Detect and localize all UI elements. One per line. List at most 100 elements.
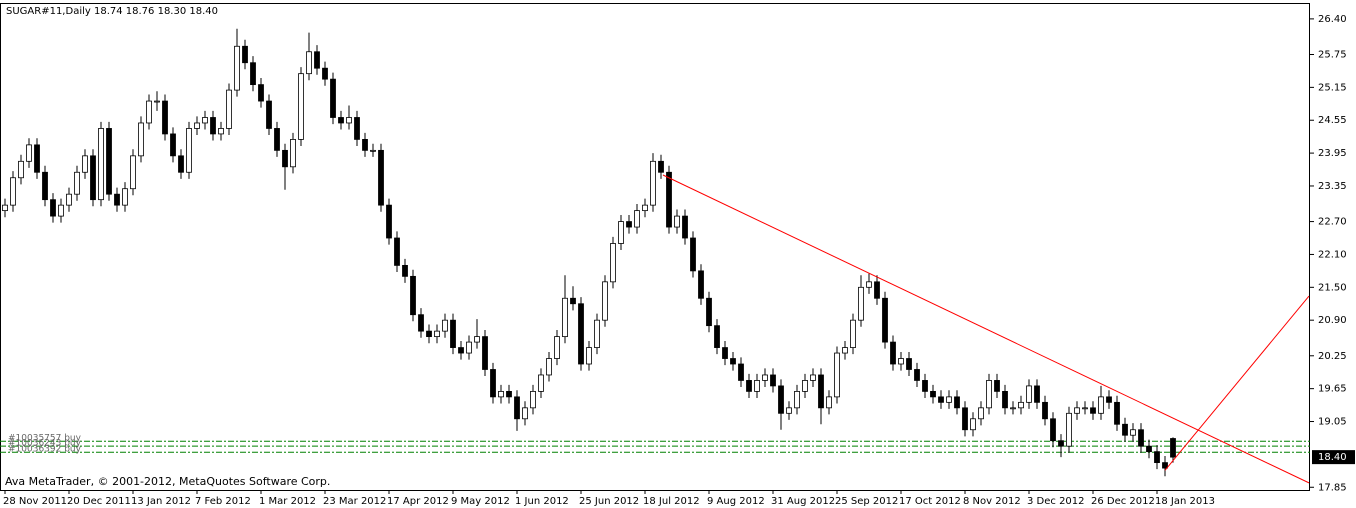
candle-body [90, 155, 96, 201]
candle-body [738, 363, 744, 381]
candle-body [754, 380, 760, 392]
candle-body [682, 215, 688, 239]
candle-body [1010, 407, 1016, 410]
candle-body [538, 374, 544, 392]
candle-body [282, 149, 288, 168]
candle-body [834, 352, 840, 398]
candle-body [130, 155, 136, 190]
x-tick-label: 1 Jun 2012 [515, 496, 569, 507]
candle-body [378, 149, 384, 206]
candle-body [234, 45, 240, 91]
candle-body [906, 358, 912, 370]
x-tick-label: 13 Jan 2012 [131, 496, 191, 507]
candle-body [634, 210, 640, 228]
candle-body [706, 297, 712, 327]
candle-body [442, 319, 448, 332]
candle-body [914, 369, 920, 381]
candle-body [146, 100, 152, 124]
candle-body [402, 264, 408, 277]
candle-body [506, 390, 512, 398]
candle-body [26, 144, 32, 162]
candle-body [330, 78, 336, 118]
candle-body [762, 374, 768, 381]
trendline [662, 174, 1310, 484]
x-tick-label: 3 Dec 2012 [1027, 496, 1085, 507]
candle-body [386, 204, 392, 239]
x-tick-label: 7 Feb 2012 [195, 496, 251, 507]
order-label: #10036243 buy [8, 439, 82, 449]
candle-body [626, 221, 632, 228]
candle-body [458, 347, 464, 354]
candle-body [290, 139, 296, 168]
candle-body [850, 319, 856, 348]
candle-body [490, 369, 496, 398]
candle-body [314, 51, 320, 69]
candle-body [1018, 401, 1024, 409]
x-tick-label: 26 Dec 2012 [1091, 496, 1155, 507]
candle-body [938, 396, 944, 403]
candle-body [786, 407, 792, 414]
candle-body [362, 139, 368, 151]
candle-body [1130, 429, 1136, 436]
candle-body [106, 128, 112, 195]
candle-body [34, 144, 40, 173]
candle-body [650, 160, 656, 206]
candle-body [418, 314, 424, 332]
candle-body [154, 100, 160, 103]
candle-body [546, 358, 552, 376]
x-tick-label: 18 Jul 2012 [643, 496, 700, 507]
candle-body [1146, 445, 1152, 453]
candle-body [58, 204, 64, 217]
candle-body [818, 374, 824, 409]
candle-body [922, 380, 928, 392]
candle-body [74, 171, 80, 195]
candle-body [810, 374, 816, 381]
candle-body [1138, 429, 1144, 447]
candle-body [434, 330, 440, 338]
candle-body [554, 336, 560, 359]
candle-body [698, 270, 704, 299]
candle-body [730, 358, 736, 365]
candle-body [426, 330, 432, 338]
candle-body [474, 336, 480, 343]
x-tick-label: 17 Oct 2012 [899, 496, 961, 507]
candle-body [618, 221, 624, 244]
chart-title: SUGAR#11,Daily 18.74 18.76 18.30 18.40 [6, 6, 218, 17]
candle-body [370, 149, 376, 152]
footer: Ava MetaTrader, © 2001-2012, MetaQuotes … [5, 475, 330, 488]
candle-body [1034, 385, 1040, 403]
candle-body [226, 89, 232, 129]
candle-body [1170, 438, 1176, 458]
candle-body [202, 117, 208, 124]
y-tick-label: 21.50 [1318, 282, 1347, 293]
candle-body [586, 347, 592, 365]
candle-body [1058, 440, 1064, 447]
candle-body [778, 385, 784, 414]
candle-body [802, 380, 808, 392]
candle-body [66, 193, 72, 206]
candle-body [122, 188, 128, 206]
y-tick-label: 25.75 [1318, 49, 1347, 60]
candle-body [498, 390, 504, 398]
candle-body [50, 199, 56, 217]
x-tick-label: 1 Mar 2012 [259, 496, 316, 507]
candle-body [858, 286, 864, 321]
candle-body [186, 128, 192, 173]
candle-body [602, 281, 608, 321]
candle-body [274, 128, 280, 151]
candle-body [298, 73, 304, 140]
candle-body [1162, 462, 1168, 469]
order-label: #10035757 buy [8, 434, 82, 444]
candle-body [666, 171, 672, 228]
candle-body [946, 396, 952, 403]
candle-body [1106, 396, 1112, 403]
candle-body [1114, 401, 1120, 425]
x-tick-label: 28 Nov 2011 [3, 496, 67, 507]
x-tick-label: 20 Dec 2011 [67, 496, 131, 507]
candle-body [1002, 390, 1008, 409]
candle-body [978, 407, 984, 420]
y-tick-label: 17.85 [1318, 482, 1347, 493]
candle-body [794, 390, 800, 409]
candle-body [2, 204, 8, 212]
candle-body [530, 390, 536, 409]
